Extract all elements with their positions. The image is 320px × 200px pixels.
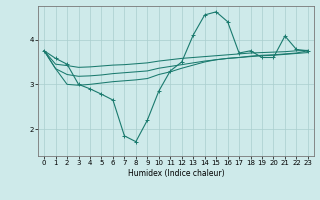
- X-axis label: Humidex (Indice chaleur): Humidex (Indice chaleur): [128, 169, 224, 178]
